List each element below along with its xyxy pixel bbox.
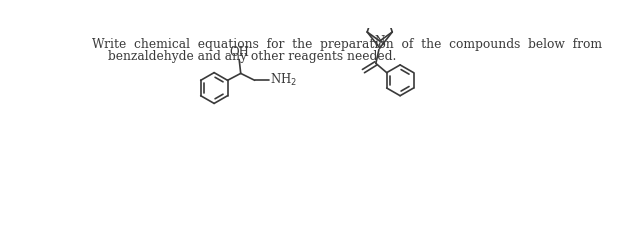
Text: NH$_2$: NH$_2$ bbox=[270, 72, 297, 88]
Text: N: N bbox=[374, 35, 385, 48]
Text: Write  chemical  equations  for  the  preparation  of  the  compounds  below  fr: Write chemical equations for the prepara… bbox=[92, 38, 603, 51]
Text: benzaldehyde and any other reagents needed.: benzaldehyde and any other reagents need… bbox=[108, 50, 396, 62]
Text: OH: OH bbox=[229, 46, 249, 59]
